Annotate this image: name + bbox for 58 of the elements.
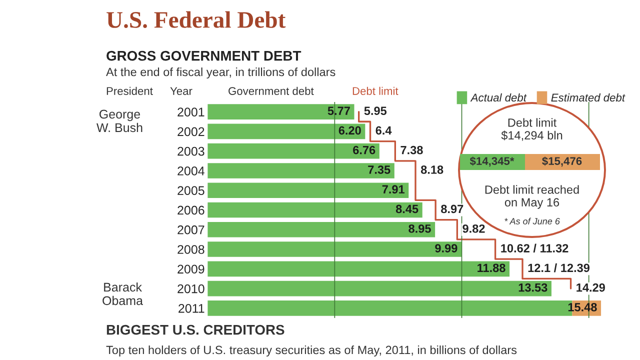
annotation: * As of June 6 bbox=[504, 218, 560, 224]
bar bbox=[208, 222, 436, 238]
text: Barack Obama bbox=[102, 282, 143, 306]
bar bbox=[208, 202, 422, 218]
annotation: $15,476 bbox=[542, 156, 582, 167]
total-label: 6.20 bbox=[338, 126, 361, 135]
data-label: 7.38 bbox=[400, 146, 423, 154]
annotation: Debt limit reached on May 16 bbox=[485, 185, 579, 209]
total-label: 9.99 bbox=[435, 244, 458, 252]
y-tick-label: 2005 bbox=[178, 186, 204, 196]
data-label: 10.62 / 11.32 bbox=[501, 244, 568, 253]
bar bbox=[208, 242, 462, 257]
text: President bbox=[106, 86, 153, 95]
total-label: 8.45 bbox=[396, 204, 418, 214]
text: Government debt bbox=[228, 86, 314, 95]
data-label: 6.4 bbox=[376, 126, 392, 135]
y-tick-label: 2002 bbox=[178, 127, 204, 136]
chart-subtitle: GROSS GOVERNMENT DEBT bbox=[106, 50, 302, 61]
bar bbox=[208, 280, 552, 296]
y-tick-label: 2010 bbox=[178, 284, 204, 294]
series-label: Debt limit bbox=[352, 86, 398, 95]
text: BIGGEST U.S. CREDITORS bbox=[106, 324, 284, 335]
data-label: 14.29 bbox=[576, 283, 605, 292]
total-label: 6.76 bbox=[353, 146, 376, 154]
total-label: 8.95 bbox=[408, 224, 431, 233]
bar bbox=[208, 261, 510, 277]
bar bbox=[208, 163, 394, 178]
y-tick-label: 2001 bbox=[178, 108, 204, 116]
annotation: $14,345* bbox=[470, 156, 514, 167]
data-label: 5.95 bbox=[364, 106, 387, 115]
total-label: 7.35 bbox=[368, 166, 390, 174]
y-tick-label: 2003 bbox=[178, 146, 204, 156]
bar bbox=[208, 124, 366, 140]
y-tick-label: 2007 bbox=[178, 225, 204, 234]
total-label: 7.91 bbox=[382, 185, 404, 194]
y-tick-label: 2004 bbox=[178, 166, 204, 176]
y-tick-label: 2006 bbox=[178, 206, 204, 215]
text: At the end of fiscal year, in trillions of dollars bbox=[106, 67, 336, 78]
text: Top ten holders of U.S. treasury securities as of May, 2011, in billions of dollars bbox=[106, 345, 517, 356]
text: Year bbox=[170, 87, 192, 95]
chart-title: U.S. Federal Debt bbox=[106, 11, 286, 28]
text: George W. Bush bbox=[96, 110, 142, 132]
annotation: Debt limit $14,294 bln bbox=[501, 118, 562, 141]
legend-label: Actual debt bbox=[470, 93, 527, 102]
y-tick-label: 2009 bbox=[178, 264, 204, 274]
total-label: 13.53 bbox=[518, 283, 548, 292]
y-tick-label: 2008 bbox=[178, 245, 204, 254]
bar bbox=[208, 182, 409, 198]
y-tick-label: 2011 bbox=[178, 304, 204, 313]
total-label: 11.88 bbox=[478, 264, 506, 272]
data-label: 8.97 bbox=[441, 204, 464, 214]
bar bbox=[208, 104, 354, 120]
total-label: 5.77 bbox=[328, 106, 350, 115]
data-label: 9.82 bbox=[462, 224, 485, 233]
data-label: 12.1 / 12.39 bbox=[528, 263, 590, 272]
bar bbox=[208, 143, 380, 159]
data-label: 8.18 bbox=[420, 166, 444, 174]
legend-label: Estimated debt bbox=[551, 93, 626, 102]
